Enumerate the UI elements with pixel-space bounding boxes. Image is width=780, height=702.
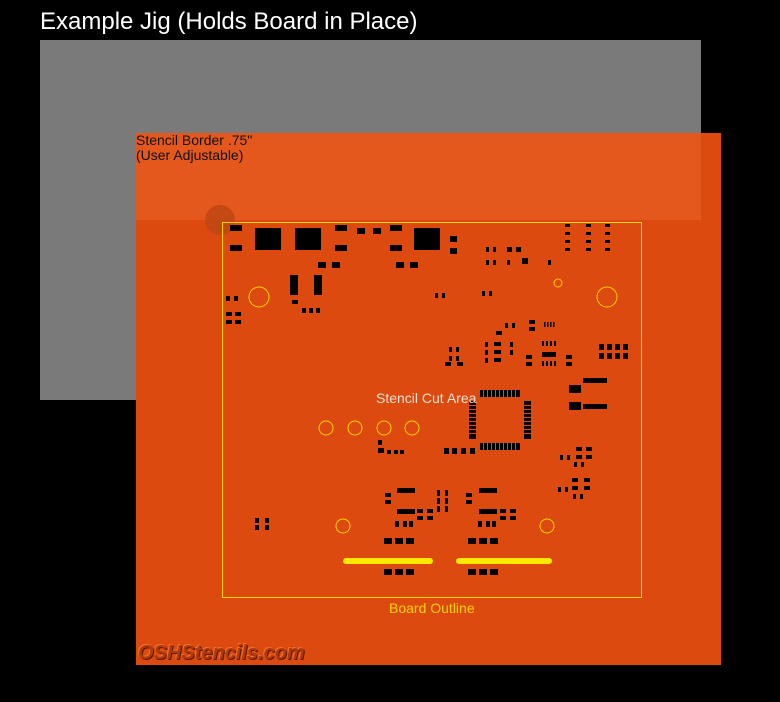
brand-watermark: OSHStencils.com	[138, 642, 305, 664]
stencil-border-label-line2: (User Adjustable)	[136, 147, 244, 163]
board-outline-label: Board Outline	[389, 600, 475, 616]
board-outline	[222, 222, 642, 598]
stencil-border-label: Stencil Border .75" (User Adjustable)	[136, 133, 252, 163]
stencil-cut-area-label: Stencil Cut Area	[376, 390, 477, 406]
stencil-border-overlay	[136, 133, 701, 220]
jig-title: Example Jig (Holds Board in Place)	[40, 8, 418, 35]
stencil-border-label-line1: Stencil Border .75"	[136, 132, 253, 148]
